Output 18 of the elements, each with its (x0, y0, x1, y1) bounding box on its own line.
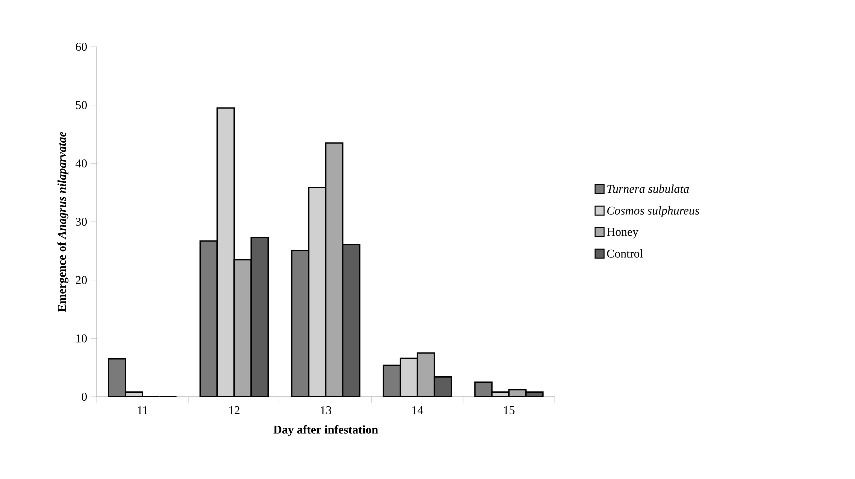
legend-label: Control (607, 249, 644, 258)
legend-label: Honey (607, 228, 639, 239)
y-tick-label: 50 (76, 101, 88, 110)
x-tick-label: 11 (138, 406, 148, 414)
x-axis-title: Day after infestation (274, 425, 378, 436)
y-axis-title: Emergence of Anagrus nilaparvatae (58, 132, 69, 312)
y-tick-label: 20 (76, 276, 88, 284)
y-tick-label: 10 (76, 334, 88, 343)
y-tick-label: 30 (76, 218, 88, 226)
legend-label: Turnera subulata (608, 184, 690, 194)
x-tick-label: 12 (229, 406, 240, 414)
y-tick-label: 60 (76, 42, 88, 52)
legend-label: Cosmos sulphureus (607, 206, 700, 218)
x-tick-label: 14 (412, 406, 424, 414)
y-tick-label: 40 (76, 160, 88, 168)
y-tick-label: 0 (82, 392, 88, 402)
x-tick-label: 13 (321, 406, 332, 415)
x-tick-label: 15 (504, 406, 515, 414)
